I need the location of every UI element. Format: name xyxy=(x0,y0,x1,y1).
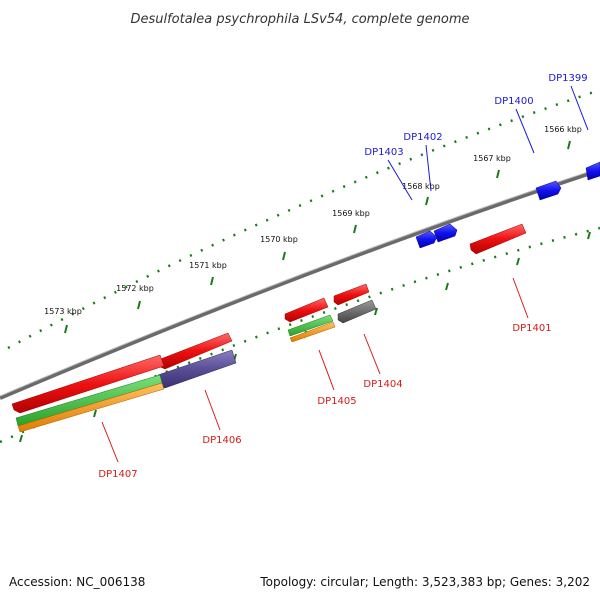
tick-label: 1568 kbp xyxy=(402,182,440,191)
tick-mark xyxy=(445,282,449,291)
gene-label-DP1402[interactable]: DP1402 xyxy=(403,132,442,143)
tick-mark xyxy=(353,224,357,234)
tick-label: 1566 kbp xyxy=(544,125,582,134)
tick-label: 1567 kbp xyxy=(473,154,511,163)
tick-mark xyxy=(496,169,500,179)
tick-label: 1573 kbp xyxy=(44,307,82,316)
leader-line xyxy=(318,349,335,391)
gene-label-DP1407[interactable]: DP1407 xyxy=(98,469,137,480)
gene-label-DP1403[interactable]: DP1403 xyxy=(364,147,403,158)
tick-label: 1572 kbp xyxy=(116,284,154,293)
tick-label: 1571 kbp xyxy=(189,261,227,270)
tick-mark xyxy=(210,276,214,286)
gene-DP1407[interactable] xyxy=(11,354,165,433)
gene-label-DP1405[interactable]: DP1405 xyxy=(317,396,356,407)
tick-mark xyxy=(64,324,68,334)
gene-label-DP1400[interactable]: DP1400 xyxy=(494,96,533,107)
gene-DP1404[interactable] xyxy=(333,283,377,324)
major-ticks xyxy=(64,140,571,334)
gene-DP1403[interactable] xyxy=(415,230,438,249)
leader-line xyxy=(101,421,119,463)
tick-mark xyxy=(19,434,23,443)
tick-mark xyxy=(516,257,520,266)
tick-label: 1569 kbp xyxy=(332,209,370,218)
gene-label-DP1399[interactable]: DP1399 xyxy=(548,73,587,84)
leader-line xyxy=(204,389,221,431)
tick-label: 1570 kbp xyxy=(260,235,298,244)
map-title: Desulfotalea psychrophila LSv54, complet… xyxy=(130,12,469,27)
leader-line xyxy=(570,85,589,131)
gene-label-DP1401[interactable]: DP1401 xyxy=(512,323,551,334)
leader-line xyxy=(425,144,432,192)
tick-mark xyxy=(93,409,97,418)
leader-line xyxy=(387,159,413,201)
gene-DP1406[interactable] xyxy=(157,332,237,389)
tick-mark xyxy=(374,307,378,316)
tick-mark xyxy=(137,300,141,310)
tick-mark xyxy=(282,251,286,261)
gene-label-DP1404[interactable]: DP1404 xyxy=(363,379,402,390)
accession-text: Accession: NC_006138 xyxy=(9,575,145,589)
gene-DP1401[interactable] xyxy=(469,223,527,255)
gene-DP1400[interactable] xyxy=(535,180,562,201)
tick-mark xyxy=(425,196,429,206)
tick-mark xyxy=(587,231,591,240)
gene-label-DP1406[interactable]: DP1406 xyxy=(202,435,241,446)
gene-DP1405[interactable] xyxy=(284,297,336,343)
leader-line xyxy=(363,333,381,375)
gene-DP1399[interactable] xyxy=(585,161,600,181)
genome-backbone xyxy=(0,168,600,400)
leader-line xyxy=(515,108,535,154)
gene-DP1402[interactable] xyxy=(433,223,458,243)
leader-line xyxy=(512,277,529,319)
tick-mark xyxy=(567,140,571,150)
genome-summary-text: Topology: circular; Length: 3,523,383 bp… xyxy=(259,575,590,589)
